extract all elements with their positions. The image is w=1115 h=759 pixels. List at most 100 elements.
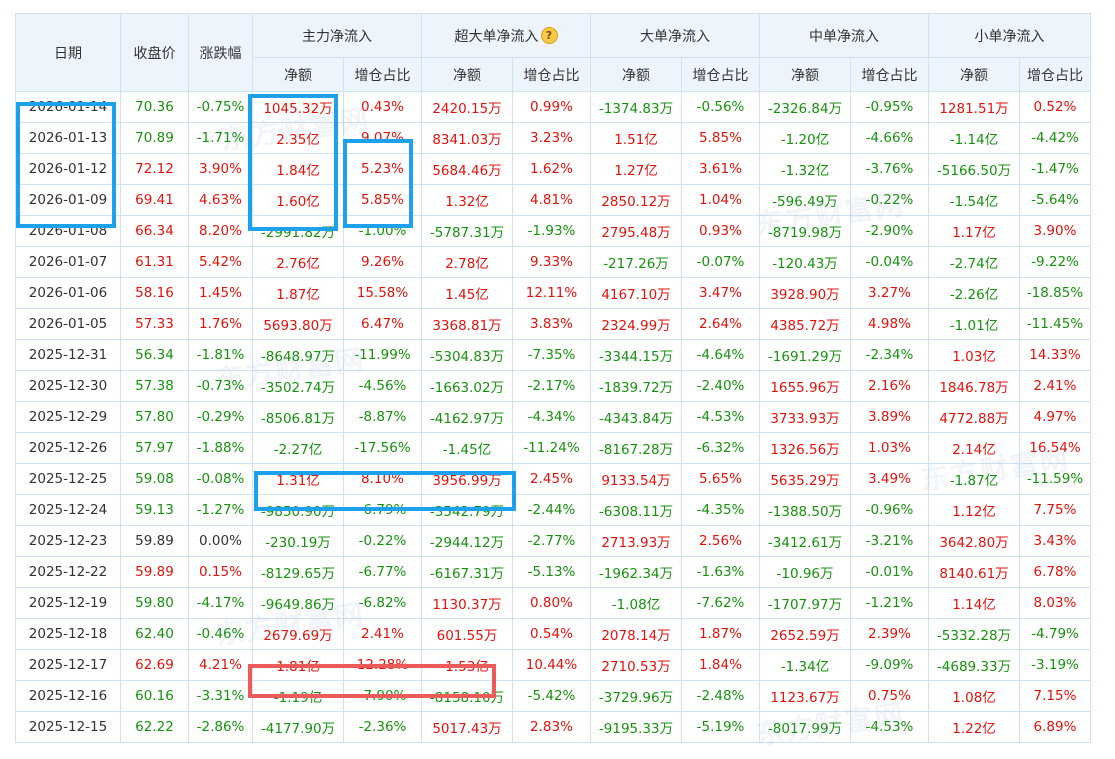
cell-date: 2026-01-12 — [15, 153, 121, 185]
cell-super-large-ratio: -11.24% — [512, 432, 591, 464]
cell-small-ratio: 4.97% — [1019, 401, 1091, 433]
cell-medium-amount: 3733.93万 — [759, 401, 851, 433]
header-large-inflow: 大单净流入 — [590, 13, 760, 58]
header-super-large-ratio: 增仓占比 — [512, 57, 591, 92]
table-row: 2026-01-08 66.34 8.20% -2991.82万 -1.00% -5787… — [15, 215, 1091, 247]
cell-change-pct: 4.21% — [188, 649, 253, 681]
cell-medium-ratio: -0.01% — [850, 556, 929, 588]
cell-super-large-amount: -1663.02万 — [421, 370, 513, 402]
cell-medium-ratio: 4.98% — [850, 308, 929, 340]
table-row: 2025-12-30 57.38 -0.73% -3502.74万 -4.56% -166… — [15, 370, 1091, 402]
cell-large-amount: -8167.28万 — [590, 432, 682, 464]
cell-small-ratio: -11.45% — [1019, 308, 1091, 340]
cell-date: 2025-12-18 — [15, 618, 121, 650]
cell-medium-amount: -1707.97万 — [759, 587, 851, 619]
cell-super-large-amount: -1.45亿 — [421, 432, 513, 464]
cell-small-amount: 8140.61万 — [928, 556, 1020, 588]
header-large-inflow-label: 大单净流入 — [640, 28, 710, 45]
cell-super-large-ratio: 4.81% — [512, 184, 591, 216]
cell-large-ratio: -7.62% — [681, 587, 760, 619]
table-row: 2025-12-19 59.80 -4.17% -9649.86万 -6.82% 1130… — [15, 587, 1091, 619]
cell-super-large-amount: 601.55万 — [421, 618, 513, 650]
cell-change-pct: -2.86% — [188, 711, 253, 743]
header-medium-ratio: 增仓占比 — [850, 57, 929, 92]
header-super-large-inflow-label: 超大单净流入 — [454, 28, 539, 45]
cell-date: 2025-12-24 — [15, 494, 121, 526]
cell-medium-amount: 1326.56万 — [759, 432, 851, 464]
cell-close-price: 62.40 — [120, 618, 189, 650]
header-close-price: 收盘价 — [120, 13, 189, 92]
cell-close-price: 59.80 — [120, 587, 189, 619]
fund-flow-body: 2026-01-14 70.36 -0.75% 1045.32万 0.43% 2420.1… — [15, 91, 1091, 743]
cell-medium-amount: 1655.96万 — [759, 370, 851, 402]
cell-small-amount: 1846.78万 — [928, 370, 1020, 402]
cell-small-ratio: 0.52% — [1019, 91, 1091, 123]
cell-change-pct: -0.73% — [188, 370, 253, 402]
cell-small-ratio: 14.33% — [1019, 339, 1091, 371]
cell-small-amount: 3642.80万 — [928, 525, 1020, 557]
header-main-ratio: 增仓占比 — [343, 57, 422, 92]
cell-close-price: 58.16 — [120, 277, 189, 309]
table-row: 2025-12-15 62.22 -2.86% -4177.90万 -2.36% 5017… — [15, 711, 1091, 743]
cell-medium-amount: 2652.59万 — [759, 618, 851, 650]
cell-main-amount: 5693.80万 — [252, 308, 344, 340]
cell-super-large-ratio: 0.99% — [512, 91, 591, 123]
cell-super-large-ratio: 3.83% — [512, 308, 591, 340]
table-row: 2026-01-13 70.89 -1.71% 2.35亿 9.07% 8341.03万 3… — [15, 122, 1091, 154]
header-main-inflow: 主力净流入 — [252, 13, 422, 58]
cell-main-amount: 1.31亿 — [252, 463, 344, 495]
header-large-amount: 净额 — [590, 57, 682, 92]
cell-close-price: 62.22 — [120, 711, 189, 743]
cell-medium-ratio: -3.21% — [850, 525, 929, 557]
cell-large-ratio: -1.63% — [681, 556, 760, 588]
cell-large-amount: 1.51亿 — [590, 122, 682, 154]
cell-date: 2026-01-14 — [15, 91, 121, 123]
cell-super-large-amount: 1.53亿 — [421, 649, 513, 681]
cell-main-ratio: -17.56% — [343, 432, 422, 464]
cell-small-ratio: -3.19% — [1019, 649, 1091, 681]
cell-super-large-amount: 3368.81万 — [421, 308, 513, 340]
cell-change-pct: 5.42% — [188, 246, 253, 278]
cell-main-ratio: 9.07% — [343, 122, 422, 154]
cell-change-pct: 1.76% — [188, 308, 253, 340]
cell-small-ratio: -5.64% — [1019, 184, 1091, 216]
header-date: 日期 — [15, 13, 121, 92]
cell-small-amount: -5332.28万 — [928, 618, 1020, 650]
cell-large-ratio: -2.40% — [681, 370, 760, 402]
cell-large-ratio: 1.87% — [681, 618, 760, 650]
cell-medium-amount: 4385.72万 — [759, 308, 851, 340]
header-small-inflow-label: 小单净流入 — [974, 28, 1045, 45]
cell-small-amount: 1.17亿 — [928, 215, 1020, 247]
cell-super-large-ratio: -7.35% — [512, 339, 591, 371]
cell-medium-ratio: -9.09% — [850, 649, 929, 681]
cell-small-amount: 2.14亿 — [928, 432, 1020, 464]
cell-close-price: 59.89 — [120, 556, 189, 588]
cell-super-large-ratio: -2.44% — [512, 494, 591, 526]
cell-main-ratio: 5.85% — [343, 184, 422, 216]
cell-main-ratio: -4.56% — [343, 370, 422, 402]
header-medium-inflow: 中单净流入 — [759, 13, 929, 58]
cell-close-price: 57.80 — [120, 401, 189, 433]
cell-large-ratio: -6.32% — [681, 432, 760, 464]
cell-small-ratio: 6.78% — [1019, 556, 1091, 588]
cell-main-amount: 2679.69万 — [252, 618, 344, 650]
cell-super-large-amount: -4162.97万 — [421, 401, 513, 433]
cell-large-amount: -217.26万 — [590, 246, 682, 278]
cell-main-ratio: -0.22% — [343, 525, 422, 557]
cell-large-amount: -1374.83万 — [590, 91, 682, 123]
cell-medium-ratio: -2.34% — [850, 339, 929, 371]
cell-main-ratio: 8.10% — [343, 463, 422, 495]
cell-date: 2026-01-07 — [15, 246, 121, 278]
cell-super-large-amount: 5017.43万 — [421, 711, 513, 743]
cell-main-ratio: -6.77% — [343, 556, 422, 588]
cell-small-amount: 1281.51万 — [928, 91, 1020, 123]
cell-super-large-ratio: -1.93% — [512, 215, 591, 247]
cell-medium-ratio: -2.90% — [850, 215, 929, 247]
table-row: 2025-12-23 59.89 0.00% -230.19万 -0.22% -2944.… — [15, 525, 1091, 557]
cell-main-ratio: 12.28% — [343, 649, 422, 681]
cell-main-amount: -1.19亿 — [252, 680, 344, 712]
fund-flow-table: 日期 收盘价 涨跌幅 主力净流入 超大单净流入? 大单净流入 中单净流入 小单净… — [15, 13, 1091, 743]
cell-main-ratio: 9.26% — [343, 246, 422, 278]
cell-large-ratio: -4.35% — [681, 494, 760, 526]
question-icon[interactable]: ? — [540, 26, 558, 44]
